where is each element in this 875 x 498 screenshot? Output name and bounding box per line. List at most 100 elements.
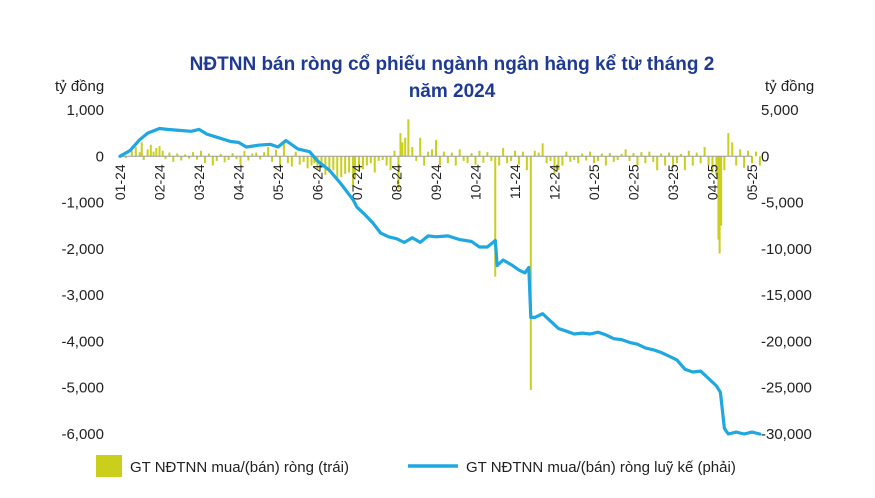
legend-line-label: GT NĐTNN mua/(bán) ròng luỹ kế (phải)	[466, 459, 736, 476]
daily-bar	[608, 153, 611, 157]
daily-bar	[600, 153, 603, 157]
y-right-tick: -25,000	[761, 380, 812, 397]
daily-bar	[140, 142, 143, 157]
daily-bar	[352, 156, 355, 187]
daily-bar	[545, 156, 548, 164]
daily-bar	[735, 156, 738, 166]
daily-bar	[275, 149, 278, 157]
daily-bar	[357, 156, 360, 172]
daily-bar	[155, 147, 158, 157]
daily-bar	[593, 156, 595, 164]
daily-bar	[557, 156, 560, 171]
daily-bar	[373, 156, 376, 173]
x-tick: 06-24	[310, 164, 326, 200]
daily-bar	[754, 151, 757, 157]
daily-bar	[348, 156, 351, 173]
daily-bar	[695, 152, 698, 157]
daily-bar	[419, 137, 422, 157]
daily-bar	[644, 156, 647, 164]
y-right-tick: 5,000	[761, 102, 799, 119]
daily-bar	[703, 147, 706, 157]
daily-bar	[332, 156, 335, 171]
daily-bar	[239, 156, 242, 165]
daily-bar	[442, 151, 445, 157]
daily-bar	[660, 153, 663, 157]
daily-bar	[149, 144, 152, 157]
daily-bar	[553, 156, 556, 174]
daily-bar	[168, 152, 171, 157]
daily-bar	[679, 153, 682, 157]
daily-bar	[336, 156, 339, 180]
daily-bar	[739, 149, 742, 157]
x-tick: 04-25	[705, 164, 721, 200]
daily-bar	[146, 149, 149, 157]
daily-bar	[510, 156, 513, 161]
daily-bar	[227, 156, 230, 160]
daily-bar	[172, 156, 175, 162]
daily-bar	[354, 156, 357, 180]
x-ticks: 01-24 02-24 03-24 04-24 05-24 06-24 07-24 08-24…	[112, 164, 760, 200]
daily-bar	[640, 152, 643, 157]
daily-bar	[161, 150, 164, 157]
y-left-ticks: 1,000 0 -1,000 -2,000 -3,000 -4,000 -5,000 -6,0…	[61, 102, 104, 443]
daily-bar	[549, 156, 552, 161]
daily-bar	[142, 156, 145, 160]
x-tick: 12-24	[547, 164, 563, 200]
daily-bar	[423, 156, 426, 166]
daily-bar	[636, 156, 639, 166]
daily-bar	[404, 137, 407, 157]
daily-bar	[470, 153, 473, 157]
daily-bar	[259, 156, 262, 160]
daily-bar	[482, 156, 485, 163]
y-left-tick: 1,000	[66, 102, 104, 119]
daily-bar	[215, 156, 218, 161]
daily-bar	[344, 156, 347, 174]
daily-bar	[401, 142, 404, 157]
daily-bar	[278, 156, 281, 168]
daily-bar	[668, 152, 671, 157]
daily-bar	[415, 156, 418, 161]
daily-bar	[124, 156, 127, 159]
daily-bar	[369, 156, 372, 164]
daily-bar	[514, 150, 516, 157]
daily-bar	[219, 153, 222, 157]
daily-bar	[294, 151, 297, 157]
daily-bar	[589, 151, 592, 157]
daily-bar	[130, 150, 133, 157]
daily-bar	[707, 156, 710, 166]
daily-bar	[731, 142, 734, 157]
daily-bar	[377, 156, 380, 161]
y-left-tick: 0	[96, 148, 104, 165]
daily-bar	[290, 156, 293, 167]
daily-bar	[399, 133, 402, 157]
daily-bar	[573, 156, 576, 160]
daily-bar	[675, 156, 678, 164]
daily-bar	[632, 153, 635, 157]
daily-bar	[691, 156, 694, 166]
daily-bar	[656, 156, 659, 171]
legend: GT NĐTNN mua/(bán) ròng (trái) GT NĐTNN …	[96, 455, 736, 477]
daily-bar	[365, 156, 368, 166]
chart-title-line-2: năm 2024	[409, 81, 496, 102]
daily-bar	[340, 156, 343, 178]
daily-bar	[581, 153, 584, 157]
y-left-tick: -4,000	[61, 333, 104, 350]
daily-bar	[648, 151, 651, 157]
y-right-tick: -5,000	[761, 195, 804, 212]
x-tick: 11-24	[507, 164, 523, 199]
daily-bar	[628, 156, 631, 161]
daily-bar	[203, 156, 206, 164]
daily-bar	[385, 156, 388, 166]
daily-bar	[743, 156, 746, 168]
daily-bar	[247, 156, 250, 161]
daily-bar	[577, 156, 580, 164]
chart-title-line-1: NĐTNN bán ròng cổ phiếu ngành ngân hàng …	[190, 54, 715, 75]
y-right-ticks: 5,000 0 -5,000 -10,000 -15,000 -20,000 -25,000…	[761, 102, 812, 443]
daily-bar	[565, 151, 568, 157]
daily-bar	[389, 156, 392, 171]
daily-bar	[624, 149, 627, 157]
daily-bar	[525, 156, 528, 171]
x-tick: 01-24	[112, 164, 128, 200]
daily-bar	[541, 143, 544, 157]
